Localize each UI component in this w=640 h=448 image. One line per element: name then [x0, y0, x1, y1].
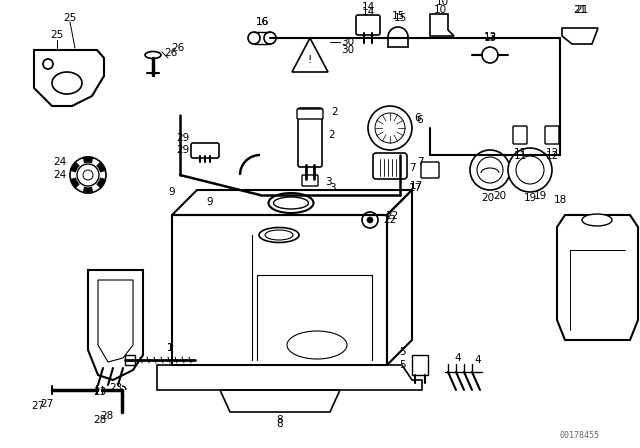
Text: 30: 30	[341, 45, 355, 55]
Text: 1: 1	[166, 343, 173, 353]
Text: 15: 15	[392, 11, 404, 21]
Text: 3: 3	[324, 177, 332, 187]
FancyBboxPatch shape	[421, 162, 439, 178]
Text: 27: 27	[31, 401, 45, 411]
Text: 22: 22	[385, 211, 399, 221]
FancyBboxPatch shape	[545, 126, 559, 144]
Text: 20: 20	[481, 193, 495, 203]
Text: 7: 7	[409, 163, 415, 173]
Text: 20: 20	[493, 191, 507, 201]
Text: 26: 26	[164, 48, 178, 58]
Wedge shape	[97, 178, 106, 188]
Text: 21: 21	[575, 5, 589, 15]
Text: 27: 27	[40, 399, 54, 409]
Text: 25: 25	[63, 13, 77, 23]
Text: 17: 17	[408, 183, 422, 193]
Text: 17: 17	[410, 181, 422, 191]
Text: 21: 21	[573, 5, 587, 15]
FancyBboxPatch shape	[513, 126, 527, 144]
Ellipse shape	[259, 228, 299, 242]
Text: 23: 23	[93, 387, 107, 397]
FancyBboxPatch shape	[373, 153, 407, 179]
Text: 16: 16	[255, 17, 269, 27]
Text: 28: 28	[93, 415, 107, 425]
Text: 14: 14	[362, 2, 374, 12]
Text: 2: 2	[332, 107, 339, 117]
Ellipse shape	[287, 331, 347, 359]
Text: 6: 6	[415, 113, 421, 123]
Text: 4: 4	[454, 353, 461, 363]
Text: 9: 9	[169, 187, 175, 197]
Text: 16: 16	[255, 17, 269, 27]
Text: 00178455: 00178455	[560, 431, 600, 440]
Text: 30: 30	[341, 37, 355, 47]
Ellipse shape	[269, 193, 314, 213]
Text: 12: 12	[545, 148, 559, 158]
Text: !: !	[308, 55, 312, 65]
Text: 13: 13	[483, 33, 497, 43]
Text: 12: 12	[545, 151, 559, 161]
Text: 6: 6	[417, 115, 423, 125]
Text: 4: 4	[475, 355, 481, 365]
Circle shape	[367, 217, 373, 223]
Ellipse shape	[304, 176, 316, 182]
Text: 10: 10	[435, 0, 449, 7]
Wedge shape	[70, 162, 79, 172]
Wedge shape	[83, 157, 93, 163]
Text: 8: 8	[276, 419, 284, 429]
FancyBboxPatch shape	[302, 175, 318, 186]
Wedge shape	[70, 178, 79, 188]
Text: 11: 11	[513, 151, 527, 161]
Text: 26: 26	[172, 43, 184, 53]
Circle shape	[508, 148, 552, 192]
Circle shape	[470, 150, 510, 190]
Text: 9: 9	[207, 197, 213, 207]
Text: 29: 29	[177, 133, 189, 143]
Text: 5: 5	[399, 347, 405, 357]
Text: 14: 14	[362, 7, 374, 17]
Text: 18: 18	[554, 195, 566, 205]
Text: 23: 23	[109, 383, 123, 393]
Text: 10: 10	[433, 5, 447, 15]
Text: 7: 7	[417, 157, 423, 167]
Text: 29: 29	[177, 145, 189, 155]
Text: 24: 24	[53, 170, 67, 180]
FancyBboxPatch shape	[298, 108, 322, 167]
Text: 28: 28	[100, 411, 114, 421]
Circle shape	[362, 212, 378, 228]
FancyBboxPatch shape	[356, 15, 380, 35]
Ellipse shape	[273, 197, 308, 209]
Text: 24: 24	[53, 157, 67, 167]
Circle shape	[264, 32, 276, 44]
Text: 2: 2	[329, 130, 335, 140]
Circle shape	[368, 106, 412, 150]
Text: 25: 25	[51, 30, 63, 40]
Text: 8: 8	[276, 415, 284, 425]
Text: 13: 13	[483, 32, 497, 42]
Circle shape	[248, 32, 260, 44]
Text: 15: 15	[394, 13, 406, 23]
Circle shape	[482, 47, 498, 63]
Ellipse shape	[582, 214, 612, 226]
Circle shape	[70, 157, 106, 193]
Text: 11: 11	[513, 148, 527, 158]
Ellipse shape	[145, 52, 161, 59]
FancyBboxPatch shape	[297, 109, 323, 119]
Text: 19: 19	[533, 191, 547, 201]
Wedge shape	[83, 188, 93, 193]
Text: 5: 5	[399, 360, 405, 370]
Text: 19: 19	[524, 193, 536, 203]
Text: 22: 22	[383, 215, 397, 225]
Wedge shape	[97, 162, 106, 172]
Text: 3: 3	[329, 183, 335, 193]
FancyBboxPatch shape	[191, 143, 219, 158]
Text: 1: 1	[166, 343, 173, 353]
